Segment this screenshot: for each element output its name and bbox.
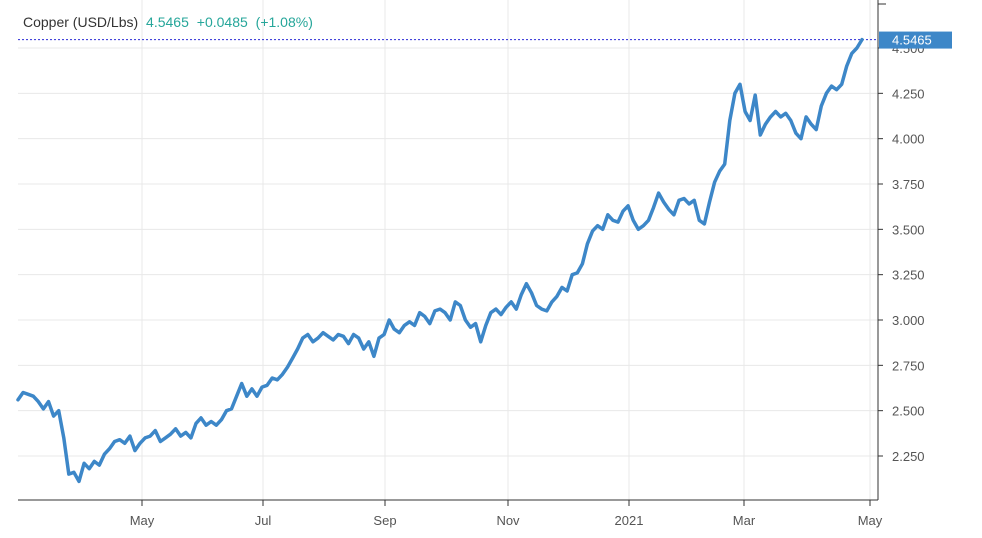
x-tick-label: Jul: [255, 513, 272, 528]
price-change: +0.0485: [196, 14, 248, 30]
last-price: 4.5465: [146, 14, 189, 30]
y-tick-label: 2.750: [892, 358, 925, 373]
y-tick-label: 2.500: [892, 404, 925, 419]
last-price-label: 4.5465: [879, 31, 952, 49]
x-axis: May Jul Sep Nov 2021 Mar May: [130, 500, 883, 528]
y-tick-label: 3.500: [892, 222, 925, 237]
price-series-line: [16, 37, 864, 484]
x-tick-label: Nov: [496, 513, 520, 528]
price-change-pct: (+1.08%): [255, 14, 313, 30]
legend: Copper (USD/Lbs) 4.5465 +0.0485 (+1.08%): [23, 14, 313, 30]
y-tick-label: 2.250: [892, 449, 925, 464]
y-tick-label: 4.000: [892, 132, 925, 147]
instrument-name: Copper (USD/Lbs): [23, 14, 139, 30]
y-tick-label: 3.750: [892, 177, 925, 192]
x-tick-label: Mar: [733, 513, 756, 528]
last-price-text: 4.5465: [892, 33, 932, 48]
y-tick-label: 4.250: [892, 86, 925, 101]
x-tick-label: 2021: [615, 513, 644, 528]
y-tick-label: 3.000: [892, 313, 925, 328]
y-tick-label: 3.250: [892, 268, 925, 283]
x-tick-label: May: [858, 513, 883, 528]
x-tick-label: May: [130, 513, 155, 528]
x-tick-label: Sep: [373, 513, 396, 528]
grid: [18, 0, 878, 500]
y-axis: 2.250 2.500 2.750 3.000 3.250 3.500 3.750 4.000…: [878, 41, 925, 464]
